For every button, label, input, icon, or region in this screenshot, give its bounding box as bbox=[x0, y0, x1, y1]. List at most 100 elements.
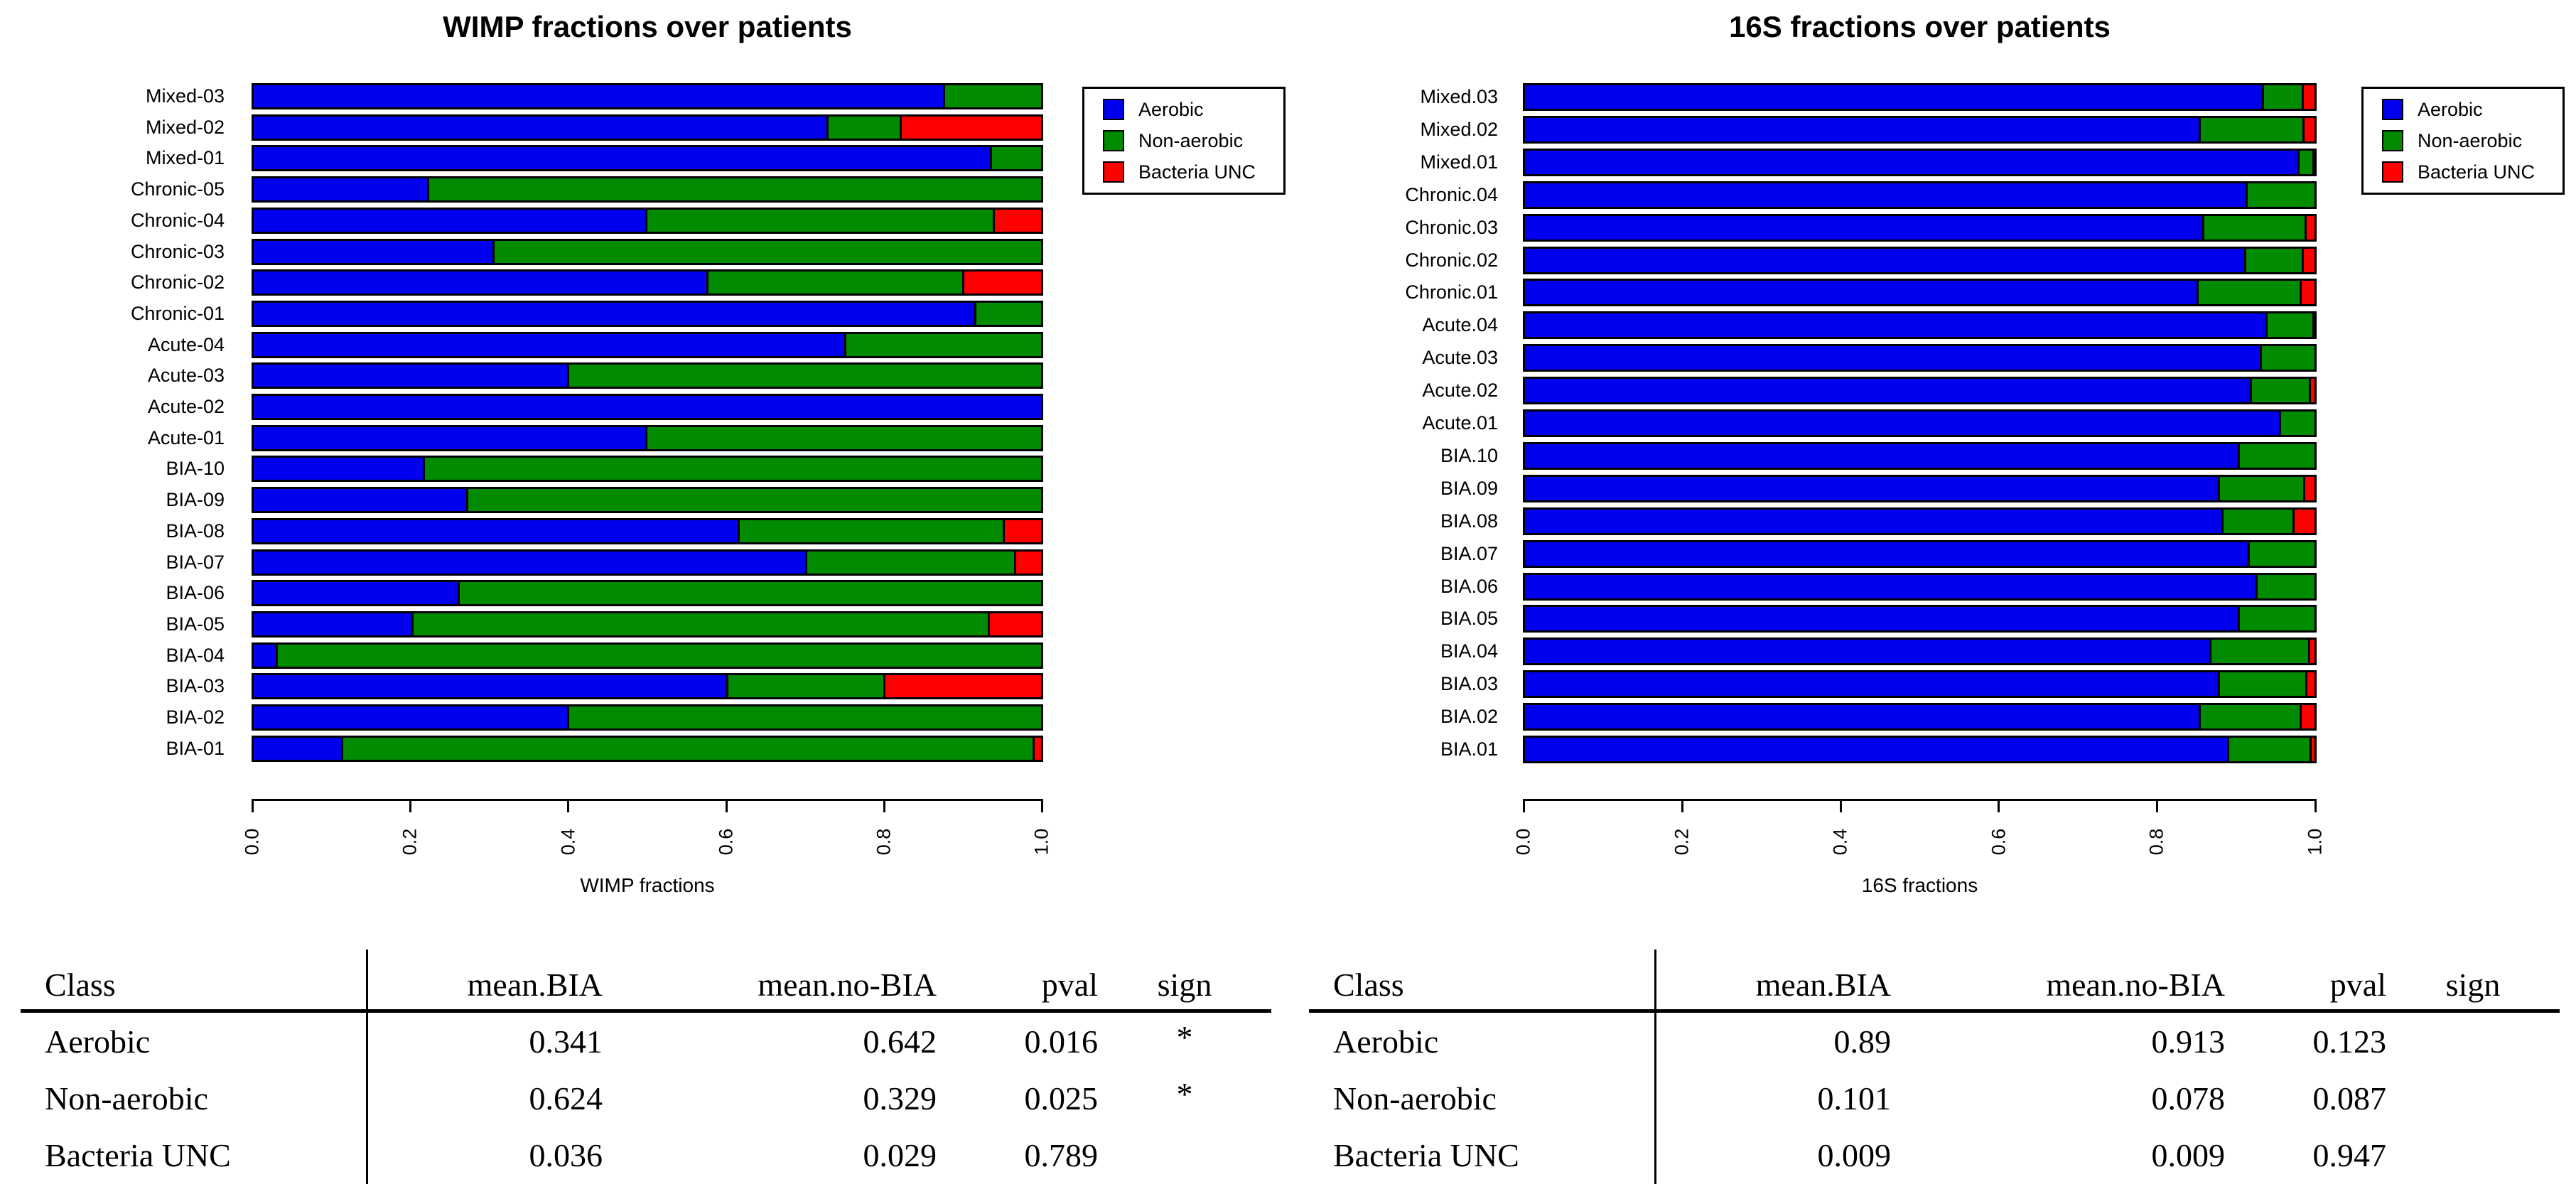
bar-segment-non-aerobic bbox=[466, 489, 1041, 512]
stacked-bar bbox=[1523, 279, 2317, 307]
bar-segment-non-aerobic bbox=[566, 365, 1041, 387]
legend-wimp: Aerobic Non-aerobic Bacteria UNC bbox=[1082, 87, 1286, 195]
stacked-bar bbox=[1523, 83, 2317, 111]
patient-label: Chronic-03 bbox=[130, 240, 225, 262]
bar-segment-non-aerobic bbox=[566, 706, 1041, 728]
x-axis-label-wimp: WIMP fractions bbox=[580, 874, 715, 896]
bar-segment-bacteria-unc bbox=[2292, 509, 2314, 533]
bar-segment-non-aerobic bbox=[492, 240, 1041, 263]
stacked-bar bbox=[1523, 670, 2317, 699]
bar-segment-aerobic bbox=[254, 116, 826, 139]
bar-segment-aerobic bbox=[254, 240, 492, 263]
axis-tick bbox=[1998, 799, 2000, 812]
stats-table-16s: Class mean.BIA mean.no-BIA pval sign Aerobic 0… bbox=[1309, 950, 2560, 1184]
bar-segment-aerobic bbox=[254, 178, 427, 201]
patient-label: Acute-04 bbox=[147, 333, 225, 355]
bar-segment-aerobic bbox=[254, 613, 411, 635]
table-cell: Bacteria UNC bbox=[1333, 1136, 1519, 1173]
legend-label: Non-aerobic bbox=[2418, 129, 2523, 151]
bar-segment-non-aerobic bbox=[2244, 248, 2302, 272]
bar-segment-aerobic bbox=[1525, 509, 2221, 533]
bar-segment-bacteria-unc bbox=[1002, 520, 1041, 542]
bar-segment-aerobic bbox=[254, 582, 458, 605]
patient-label: BIA.07 bbox=[1440, 542, 1498, 564]
bar-segment-aerobic bbox=[254, 458, 424, 480]
bar-segment-aerobic bbox=[1525, 379, 2250, 403]
table-cell: Bacteria UNC bbox=[45, 1136, 231, 1173]
table-column-rule bbox=[1654, 950, 1656, 1184]
patient-label: BIA-02 bbox=[166, 706, 225, 728]
bar-segment-aerobic bbox=[1525, 346, 2260, 370]
patient-label: BIA.06 bbox=[1440, 575, 1498, 597]
bar-segment-aerobic bbox=[254, 675, 726, 698]
stacked-bar bbox=[1523, 638, 2317, 666]
patient-label: Acute.03 bbox=[1422, 347, 1498, 369]
table-cell: 0.025 bbox=[1024, 1080, 1099, 1117]
bar-segment-non-aerobic bbox=[2238, 607, 2314, 631]
legend-label: Non-aerobic bbox=[1138, 129, 1244, 151]
stacked-bar bbox=[252, 114, 1043, 141]
table-header-row: Class mean.BIA mean.no-BIA pval sign bbox=[1309, 950, 2560, 1009]
table-cell: 0.789 bbox=[1024, 1136, 1099, 1173]
bar-segment-non-aerobic bbox=[2238, 443, 2314, 468]
stacked-bar bbox=[252, 362, 1043, 389]
bar-segment-non-aerobic bbox=[2197, 281, 2300, 305]
bar-segment-bacteria-unc bbox=[1032, 737, 1041, 760]
stacked-bar bbox=[252, 580, 1043, 607]
table-row: Aerobic 0.341 0.642 0.016 * bbox=[21, 1013, 1271, 1070]
table-cell: 0.087 bbox=[2312, 1080, 2387, 1117]
bar-segment-bacteria-unc bbox=[987, 613, 1041, 635]
bar-segment-bacteria-unc bbox=[2310, 738, 2314, 761]
bar-segment-aerobic bbox=[1525, 574, 2256, 598]
patient-label: Chronic.02 bbox=[1405, 249, 1498, 271]
bar-segment-non-aerobic bbox=[738, 520, 1003, 542]
bar-segment-aerobic bbox=[254, 333, 844, 356]
stacked-bar bbox=[1523, 539, 2317, 568]
table-cell: * bbox=[1098, 1019, 1271, 1060]
bar-segment-non-aerobic bbox=[645, 426, 1041, 449]
legend-item: Aerobic bbox=[2382, 97, 2562, 122]
bar-segment-aerobic bbox=[1525, 85, 2262, 109]
stacked-bar bbox=[1523, 605, 2317, 633]
x-axis-label-16s: 16S fractions bbox=[1861, 874, 1978, 896]
bar-segment-bacteria-unc bbox=[2312, 313, 2314, 338]
patient-label: Chronic.03 bbox=[1405, 216, 1498, 238]
legend-label: Aerobic bbox=[1138, 98, 1204, 120]
patient-label: Chronic.01 bbox=[1405, 281, 1498, 303]
bar-segment-aerobic bbox=[1525, 705, 2199, 729]
table-cell: Aerobic bbox=[45, 1023, 151, 1060]
stacked-bar bbox=[252, 549, 1043, 576]
patient-label: BIA-04 bbox=[166, 644, 225, 666]
stacked-bar bbox=[1523, 507, 2317, 535]
stacked-bar bbox=[1523, 703, 2317, 731]
bar-segment-non-aerobic bbox=[804, 551, 1015, 574]
stacked-bar bbox=[252, 704, 1043, 731]
bar-segment-non-aerobic bbox=[276, 644, 1041, 667]
stacked-bar bbox=[1523, 148, 2317, 176]
patient-label: BIA-08 bbox=[166, 520, 225, 542]
bar-segment-non-aerobic bbox=[942, 85, 1041, 107]
stacked-bar bbox=[1523, 181, 2317, 209]
bar-segment-aerobic bbox=[254, 209, 645, 232]
table-cell: 0.642 bbox=[863, 1023, 937, 1060]
stacked-bar bbox=[252, 145, 1043, 172]
bar-segment-non-aerobic bbox=[2202, 215, 2305, 240]
stacked-bar bbox=[252, 517, 1043, 544]
bar-segment-aerobic bbox=[254, 706, 567, 728]
bar-segment-aerobic bbox=[254, 551, 805, 574]
table-cell: 0.078 bbox=[2151, 1080, 2226, 1117]
stacked-bar bbox=[252, 611, 1043, 638]
x-axis bbox=[1523, 799, 2317, 801]
bar-segment-bacteria-unc bbox=[899, 116, 1041, 139]
stacked-bar bbox=[252, 642, 1043, 669]
patient-label: BIA.01 bbox=[1440, 738, 1498, 760]
patient-label: Acute.01 bbox=[1422, 412, 1498, 434]
table-cell: 0.913 bbox=[2151, 1023, 2226, 1060]
table-cell: 0.123 bbox=[2312, 1023, 2387, 1060]
table-row: Aerobic 0.89 0.913 0.123 bbox=[1309, 1013, 2560, 1070]
patient-label: BIA-07 bbox=[166, 551, 225, 573]
patient-label: BIA-10 bbox=[166, 458, 225, 480]
patient-label: Chronic-01 bbox=[130, 302, 225, 324]
